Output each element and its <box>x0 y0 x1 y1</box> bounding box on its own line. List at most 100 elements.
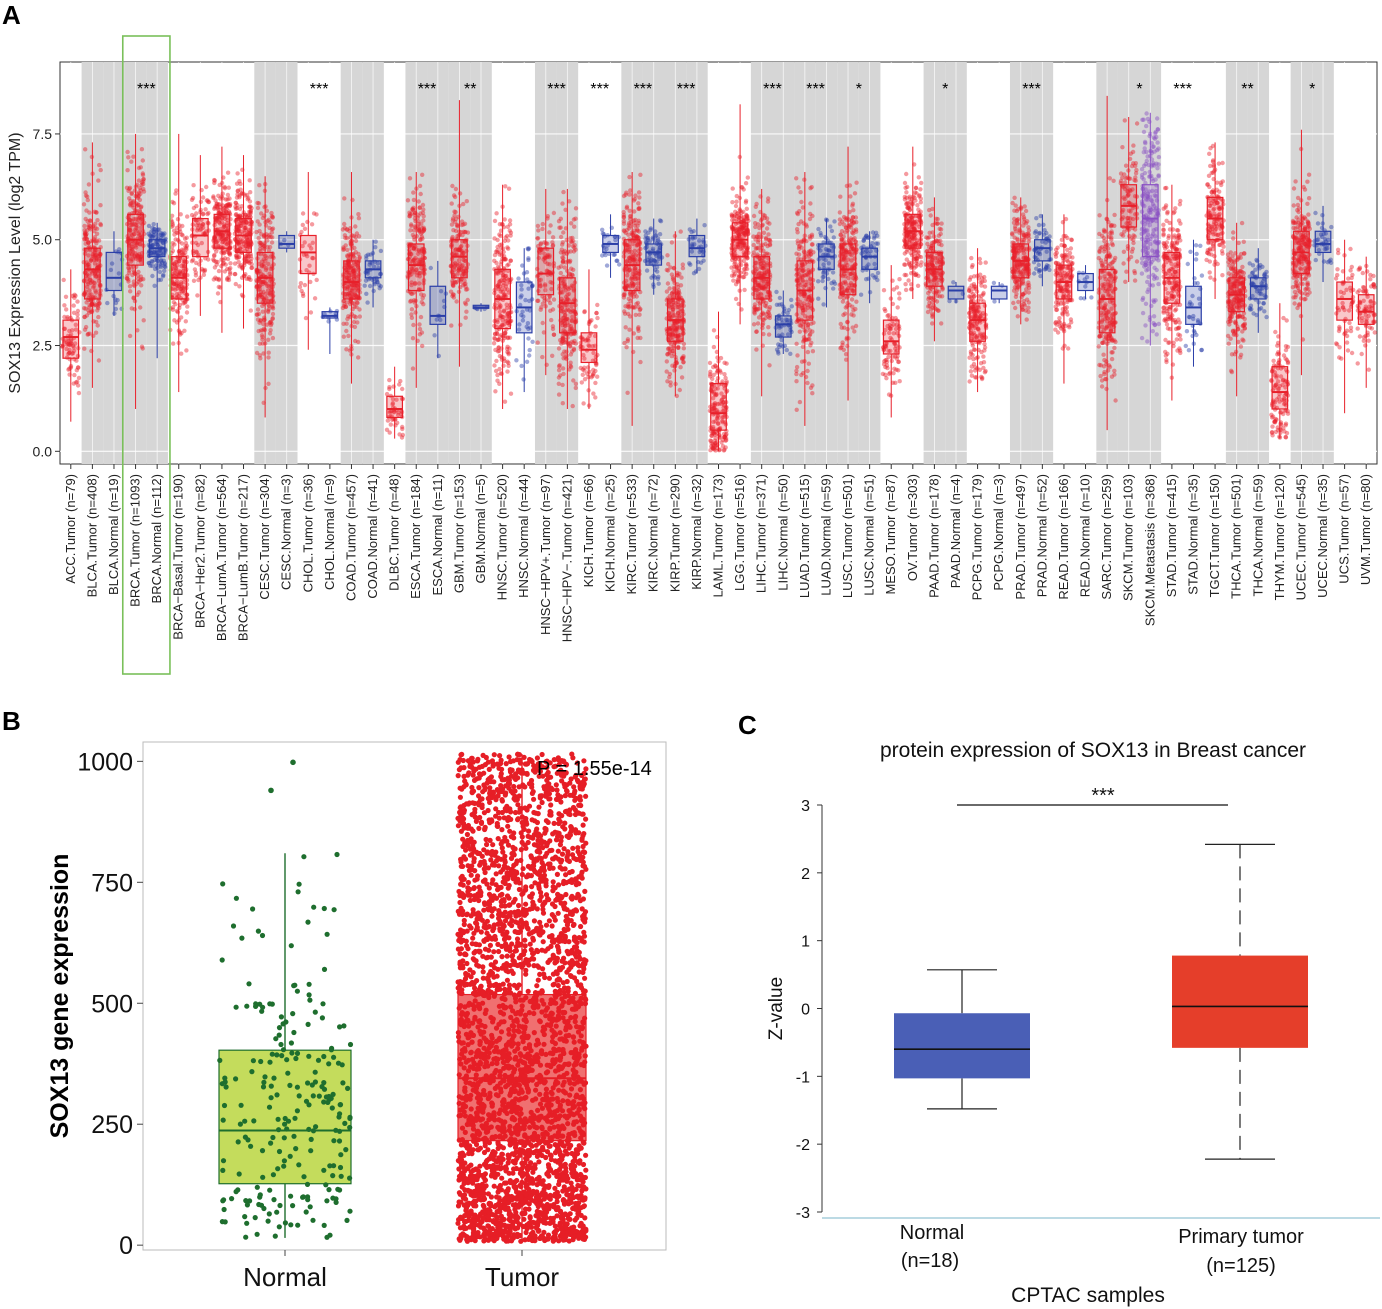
data-point <box>502 399 508 404</box>
data-point <box>356 251 361 257</box>
data-point <box>138 274 144 279</box>
data-point <box>127 186 132 192</box>
data-point <box>364 291 369 296</box>
data-point <box>93 221 98 226</box>
data-point <box>92 280 97 286</box>
data-point <box>179 232 184 237</box>
data-point <box>127 268 132 273</box>
data-point <box>569 221 574 226</box>
data-point <box>809 232 815 237</box>
data-point <box>139 182 144 188</box>
data-point <box>353 234 358 240</box>
data-point <box>128 289 133 294</box>
data-point <box>172 232 177 237</box>
data-point <box>62 326 68 331</box>
data-point <box>268 328 273 333</box>
data-point <box>193 240 199 246</box>
data-point <box>152 283 157 288</box>
data-point <box>258 328 264 333</box>
data-point <box>92 229 97 234</box>
data-point <box>269 321 274 326</box>
data-point <box>702 223 707 228</box>
data-point <box>254 350 260 356</box>
data-point <box>76 390 82 396</box>
data-point <box>135 195 141 201</box>
data-point <box>85 197 91 203</box>
data-point <box>66 367 71 372</box>
data-point <box>710 376 715 381</box>
data-point <box>73 293 78 298</box>
data-point <box>578 365 583 371</box>
data-point <box>136 190 142 195</box>
data-point <box>146 223 152 229</box>
data-point <box>300 222 305 228</box>
data-point <box>82 346 87 351</box>
data-point <box>136 290 142 295</box>
data-point <box>177 256 183 261</box>
data-point <box>152 229 157 234</box>
data-point <box>154 248 159 253</box>
data-point <box>535 340 540 345</box>
data-point <box>676 344 681 349</box>
data-point <box>72 295 77 300</box>
data-point <box>93 269 98 275</box>
data-point <box>138 242 143 247</box>
data-point <box>149 243 155 249</box>
data-point <box>93 288 98 293</box>
x-tick-label: CHOL.Tumor (n=36) <box>300 474 315 592</box>
data-point <box>159 235 164 241</box>
data-point <box>270 311 276 317</box>
data-point <box>409 312 414 317</box>
data-point <box>270 215 275 220</box>
data-point <box>128 201 134 206</box>
data-point <box>561 356 566 361</box>
data-point <box>154 241 159 247</box>
box <box>645 243 663 266</box>
data-point <box>128 248 133 254</box>
data-point <box>754 329 759 334</box>
data-point <box>92 237 97 242</box>
data-point <box>127 220 132 225</box>
data-point <box>495 264 501 270</box>
box <box>278 234 296 249</box>
data-point <box>378 248 384 254</box>
data-point <box>632 196 637 202</box>
data-point <box>131 296 136 301</box>
data-point <box>558 234 564 240</box>
data-point <box>249 262 254 267</box>
data-point <box>88 227 93 232</box>
data-point <box>413 218 418 224</box>
data-point <box>593 324 598 329</box>
data-point <box>86 262 91 267</box>
data-point <box>177 227 182 232</box>
x-tick-label: BRCA−Basal.Tumor (n=190) <box>171 474 186 640</box>
data-point <box>138 255 143 260</box>
data-point <box>564 237 569 243</box>
data-point <box>193 273 199 278</box>
data-point <box>258 356 263 361</box>
data-point <box>90 253 96 259</box>
data-point <box>205 211 210 217</box>
data-point <box>84 300 89 305</box>
data-point <box>248 308 253 313</box>
data-point <box>591 367 596 373</box>
data-point <box>90 294 96 300</box>
data-point <box>548 223 553 228</box>
data-point <box>89 256 94 262</box>
data-point <box>91 280 96 285</box>
data-point <box>194 250 199 255</box>
data-point <box>84 208 89 213</box>
data-point <box>189 259 195 264</box>
data-point <box>183 298 188 303</box>
data-point <box>667 351 672 356</box>
data-point <box>464 199 469 204</box>
data-point <box>74 368 80 373</box>
data-point <box>132 298 138 304</box>
data-point <box>136 165 142 171</box>
data-point <box>417 183 423 189</box>
data-point <box>582 368 587 373</box>
data-point <box>457 191 463 196</box>
data-point <box>852 191 858 196</box>
data-point <box>707 372 713 377</box>
data-point <box>795 230 800 235</box>
